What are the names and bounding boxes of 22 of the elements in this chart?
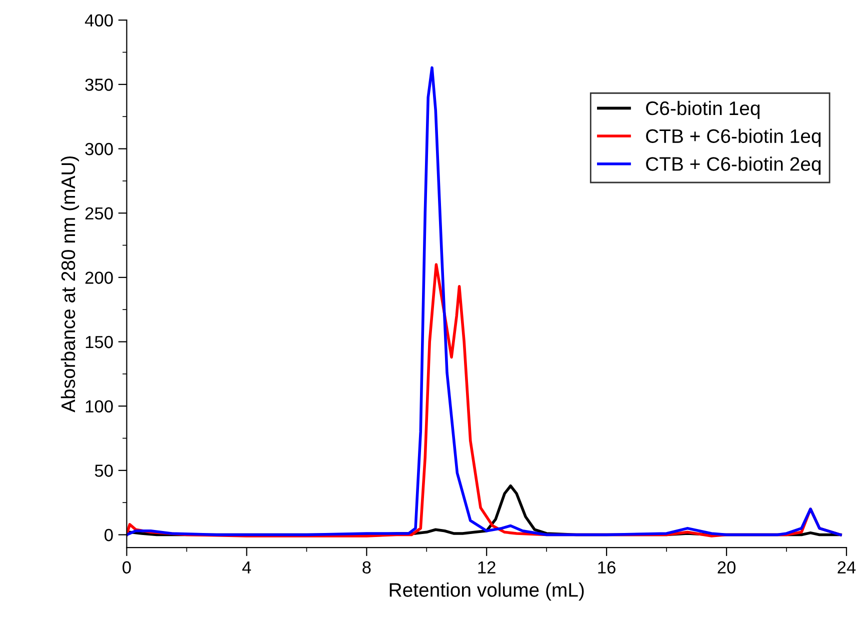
legend-label: C6-biotin 1eq — [646, 100, 760, 120]
x-axis-title: Retention volume (mL) — [390, 582, 584, 601]
x-tick-label: 20 — [718, 561, 736, 574]
y-axis-title: Absorbance at 280 nm (mAU) — [60, 156, 79, 412]
x-tick-label: 24 — [838, 561, 856, 574]
y-tick-label: 200 — [85, 272, 113, 284]
line-series — [126, 66, 842, 536]
y-tick-label: 0 — [104, 528, 113, 542]
y-tick-label: 50 — [94, 464, 113, 477]
y-tick-label: 300 — [85, 142, 113, 156]
legend-label: CTB + C6-biotin 1eq — [646, 128, 821, 147]
x-tick-label: 16 — [598, 561, 616, 574]
y-tick-label: 150 — [86, 336, 113, 348]
y-tick-label: 250 — [85, 207, 113, 220]
y-tick-label: 350 — [85, 78, 113, 91]
y-tick-label: 400 — [84, 14, 113, 27]
y-tick-label: 100 — [86, 400, 113, 413]
x-tick-label: 0 — [122, 561, 131, 574]
x-tick-label: 4 — [242, 561, 251, 574]
x-tick-label: 8 — [362, 561, 371, 574]
x-tick-label: 12 — [478, 561, 496, 574]
legend-label: CTB + C6-biotin 2eq — [646, 156, 821, 175]
